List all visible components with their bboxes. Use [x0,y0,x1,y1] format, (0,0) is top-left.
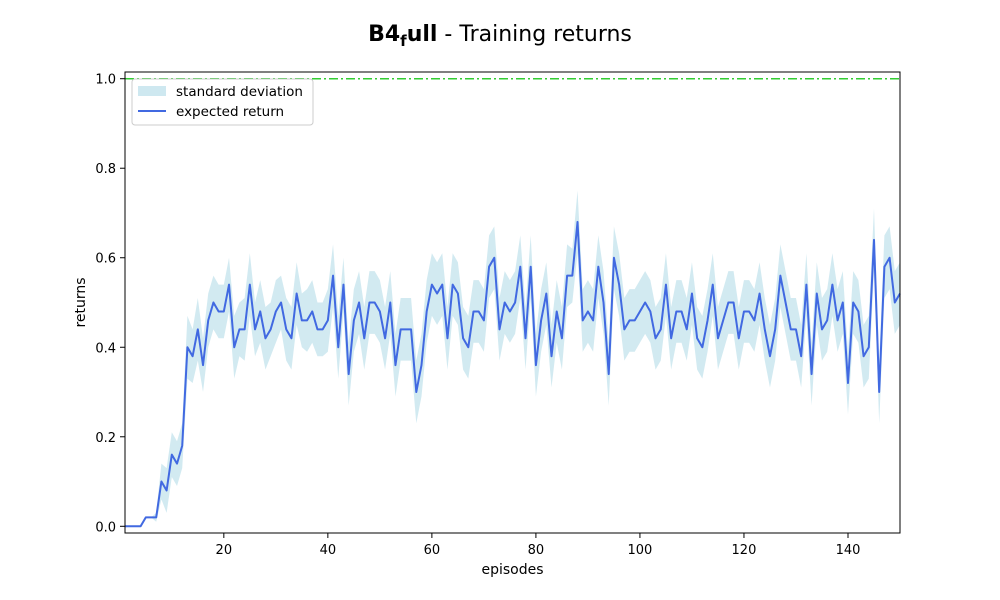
legend-box [131,78,314,126]
x-tick-label: 40 [320,543,337,558]
x-axis-label: episodes [481,562,543,578]
y-tick-label: 0.8 [95,162,116,177]
legend-mean-label: expected return [176,104,284,120]
chart-title-rest: ull [406,22,438,47]
x-tick-label: 60 [424,543,441,558]
x-tick-label: 100 [628,543,653,558]
y-axis-label: returns [73,277,89,327]
x-tick-label: 120 [732,543,757,558]
plot-frame [124,71,901,534]
expected-return-line [125,220,901,528]
chart-title-suffix: - Training returns [437,22,632,47]
x-tick-label: 140 [836,543,861,558]
y-ticks: 0.0 0.2 0.4 0.6 0.8 1.0 [95,73,125,535]
y-tick-label: 0.0 [95,520,116,535]
std-band [125,190,900,527]
chart-title-main: B4 [368,22,401,47]
y-tick-label: 0.4 [95,341,116,356]
y-tick-label: 0.2 [95,431,116,446]
chart-title-subscript: f [400,32,407,50]
legend-std-label: standard deviation [176,84,303,100]
std-band-layer [125,190,900,527]
chart-title: B4full - Training returns [0,22,1000,50]
x-tick-label: 80 [528,543,545,558]
mean-line-layer [125,220,901,528]
x-tick-label: 20 [216,543,233,558]
x-ticks: 20 40 60 80 100 120 140 [216,533,861,558]
legend: standard deviation expected return [131,78,314,126]
y-tick-label: 0.6 [95,252,116,267]
legend-std-swatch [138,86,166,96]
y-tick-label: 1.0 [95,73,116,88]
